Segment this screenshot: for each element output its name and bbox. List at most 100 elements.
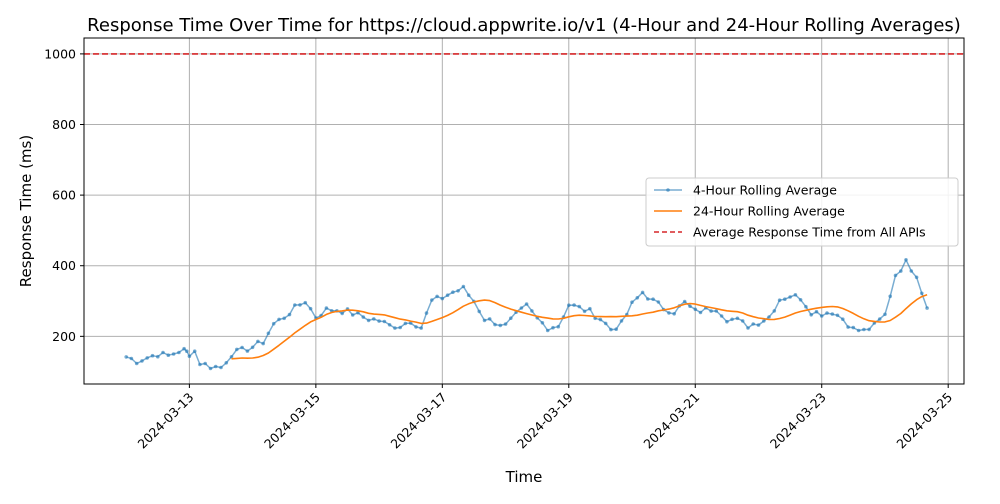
series-point-4h <box>725 319 729 324</box>
series-point-4h <box>709 309 713 313</box>
series-point-4h <box>177 350 181 355</box>
legend: 4-Hour Rolling Average 24-Hour Rolling Av… <box>645 177 959 247</box>
series-point-4h <box>340 311 345 316</box>
series-point-4h <box>277 317 281 322</box>
series-point-4h <box>577 304 582 309</box>
series-point-4h <box>788 295 792 299</box>
series-point-4h <box>856 328 861 333</box>
series-point-4h <box>224 361 229 365</box>
series-point-4h <box>809 313 813 317</box>
y-tick-label: 800 <box>52 117 76 132</box>
series-point-4h <box>498 323 503 328</box>
series-point-4h <box>688 304 692 309</box>
series-point-4h <box>372 317 376 321</box>
series-layer <box>124 258 929 371</box>
series-point-4h <box>640 290 645 295</box>
series-point-4h <box>240 345 244 350</box>
x-axis-label: Time <box>505 468 543 486</box>
series-point-4h <box>888 294 892 299</box>
series-point-4h <box>229 355 234 359</box>
series-point-4h <box>324 306 329 310</box>
series-point-4h <box>445 293 450 298</box>
series-point-4h <box>366 318 371 323</box>
series-point-4h <box>308 306 313 311</box>
series-point-4h <box>435 294 439 299</box>
series-point-4h <box>740 319 745 323</box>
series-point-4h <box>261 341 266 346</box>
series-point-4h <box>150 353 155 358</box>
series-point-4h <box>424 311 429 315</box>
series-point-4h <box>667 311 671 315</box>
series-point-4h <box>466 293 471 298</box>
series-point-4h <box>187 354 192 359</box>
series-point-4h <box>493 322 497 327</box>
series-point-4h <box>487 317 492 321</box>
series-point-4h <box>846 325 850 329</box>
series-point-4h <box>714 309 719 313</box>
series-point-4h <box>451 290 455 295</box>
series-point-4h <box>909 269 914 273</box>
series-point-4h <box>672 312 676 316</box>
series-point-4h <box>503 322 508 326</box>
series-point-4h <box>530 309 534 313</box>
plot-frame <box>83 37 965 385</box>
series-point-4h <box>440 296 445 301</box>
series-point-4h <box>545 328 550 333</box>
series-point-4h <box>867 327 871 332</box>
series-point-4h <box>819 314 824 318</box>
series-point-4h <box>377 319 381 323</box>
series-line-24h <box>231 294 928 360</box>
series-point-4h <box>519 306 524 310</box>
series-point-4h <box>603 321 608 326</box>
series-point-4h <box>271 321 276 326</box>
series-point-4h <box>777 298 782 303</box>
series-point-4h <box>877 317 882 321</box>
series-point-4h <box>693 307 698 312</box>
series-point-4h <box>461 284 466 289</box>
series-point-4h <box>403 321 408 326</box>
series-point-4h <box>509 316 513 321</box>
series-point-4h <box>835 313 840 318</box>
series-point-4h <box>630 300 634 305</box>
series-point-4h <box>350 313 355 317</box>
legend-label: 24-Hour Rolling Average <box>693 204 845 219</box>
series-point-4h <box>298 303 302 307</box>
series-point-4h <box>719 314 724 318</box>
series-point-4h <box>598 317 603 322</box>
legend-box <box>645 177 959 247</box>
series-point-4h <box>219 365 223 370</box>
y-tick-label: 400 <box>52 258 76 273</box>
series-point-4h <box>841 317 845 322</box>
series-point-4h <box>419 326 424 330</box>
y-tick-label: 600 <box>52 188 76 203</box>
series-point-4h <box>282 316 287 321</box>
series-point-4h <box>477 309 482 314</box>
series-point-4h <box>762 319 766 323</box>
series-point-4h <box>572 303 576 307</box>
series-point-4h <box>245 349 250 353</box>
series-point-4h <box>203 361 207 366</box>
series-point-4h <box>145 356 149 360</box>
series-point-4h <box>925 306 929 310</box>
series-point-4h <box>682 299 687 304</box>
series-point-4h <box>208 366 213 371</box>
series-point-4h <box>767 315 771 319</box>
y-tick-label: 200 <box>52 329 76 344</box>
series-point-4h <box>798 298 803 302</box>
series-point-4h <box>735 316 740 321</box>
series-point-4h <box>619 319 624 323</box>
series-point-4h <box>414 325 418 329</box>
series-point-4h <box>582 309 587 314</box>
series-point-4h <box>398 325 403 330</box>
series-point-4h <box>287 312 292 317</box>
series-point-4h <box>198 362 202 367</box>
series-line-4h <box>125 259 928 370</box>
series-point-4h <box>814 309 819 314</box>
series-point-4h <box>185 349 189 354</box>
series-point-4h <box>698 310 703 315</box>
series-point-4h <box>772 309 777 313</box>
series-point-4h <box>124 355 128 359</box>
series-point-4h <box>303 300 308 305</box>
series-point-4h <box>250 345 255 350</box>
